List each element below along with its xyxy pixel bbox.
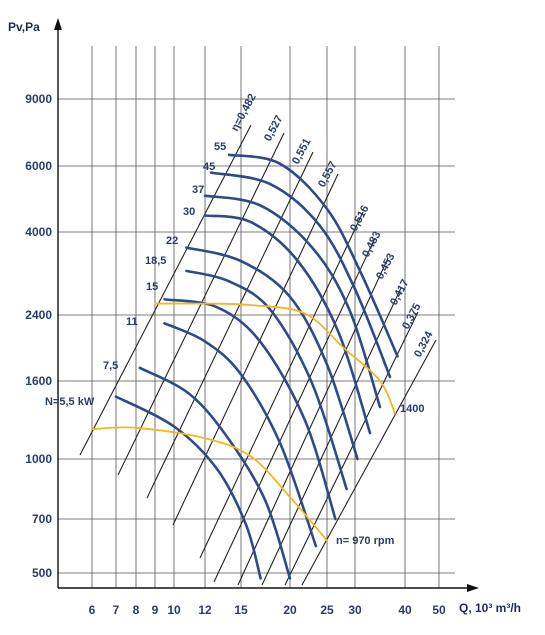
y-tick-label: 4000 (25, 225, 52, 239)
x-tick-label: 10 (167, 603, 181, 617)
x-tick-label: 25 (320, 603, 334, 617)
power-curve (185, 246, 359, 461)
speed-label-970: n= 970 rpm (336, 535, 395, 547)
power-curve-label: 7,5 (103, 360, 118, 372)
grid (58, 46, 455, 588)
power-curve-label: 15 (146, 281, 158, 293)
power-curve-label: 55 (214, 141, 226, 153)
power-curve (185, 269, 348, 491)
power-curve-label: 11 (126, 316, 138, 328)
efficiency-label: 0,417 (388, 277, 412, 307)
efficiency-line (79, 124, 252, 456)
y-tick-label: 9000 (25, 92, 52, 106)
power-curve-label: 45 (203, 161, 215, 173)
x-tick-label: 50 (432, 603, 446, 617)
speed-label-1400: 1400 (400, 403, 424, 415)
x-tick-label: 40 (398, 603, 412, 617)
x-tick-label: 30 (348, 603, 362, 617)
efficiency-line (213, 237, 376, 583)
x-axis-title: Q, 10³ m³/h (459, 601, 521, 615)
power-curve-label: 37 (192, 184, 204, 196)
y-tick-label: 6000 (25, 159, 52, 173)
x-tick-label: 15 (234, 603, 248, 617)
power-curve (203, 214, 372, 435)
power-curve-label: 22 (166, 235, 178, 247)
efficiency-line (301, 339, 437, 586)
speed-curve (91, 426, 328, 542)
y-tick-label: 700 (32, 512, 52, 526)
power-curve (114, 395, 262, 580)
efficiency-label: 0,324 (412, 329, 436, 360)
efficiency-label: 0,483 (360, 229, 384, 259)
efficiency-label: 0,375 (400, 301, 424, 331)
power-curves (114, 153, 399, 580)
power-curve-label: N=5,5 kW (45, 396, 95, 408)
y-tick-label: 1600 (25, 374, 52, 388)
power-curve (227, 153, 399, 358)
efficiency-line (237, 257, 389, 586)
efficiency-line (146, 151, 314, 499)
y-axis-title: Pv,Pa (8, 20, 40, 34)
speed-curves (91, 302, 396, 542)
y-tick-label: 500 (32, 566, 52, 580)
axes (54, 18, 479, 592)
efficiency-label: 0,557 (316, 159, 340, 189)
efficiency-line (172, 173, 339, 526)
efficiency-label: 0,453 (374, 251, 398, 281)
y-tick-label: 2400 (25, 308, 52, 322)
power-curve-label: 18,5 (145, 255, 166, 267)
power-curve (163, 322, 318, 548)
efficiency-label: 0,527 (262, 113, 286, 143)
x-tick-label: 20 (283, 603, 297, 617)
x-tick-label: 9 (152, 603, 159, 617)
efficiency-line (284, 311, 419, 586)
power-curve-label: 30 (183, 206, 195, 218)
x-tick-label: 7 (113, 603, 120, 617)
y-axis-arrow (54, 18, 62, 30)
power-curve (138, 366, 292, 580)
efficiency-label: η=0,482 (229, 92, 259, 134)
speed-curve (154, 302, 396, 415)
efficiency-label: 0,516 (348, 203, 372, 233)
x-tick-label: 6 (89, 603, 96, 617)
x-tick-label: 12 (198, 603, 212, 617)
efficiency-label: 0,551 (290, 136, 314, 166)
x-axis-arrow (467, 584, 479, 592)
x-tick-label: 8 (133, 603, 140, 617)
power-curve (203, 194, 382, 409)
y-tick-label: 1000 (25, 452, 52, 466)
efficiency-line (199, 211, 364, 559)
power-curve (209, 171, 392, 379)
